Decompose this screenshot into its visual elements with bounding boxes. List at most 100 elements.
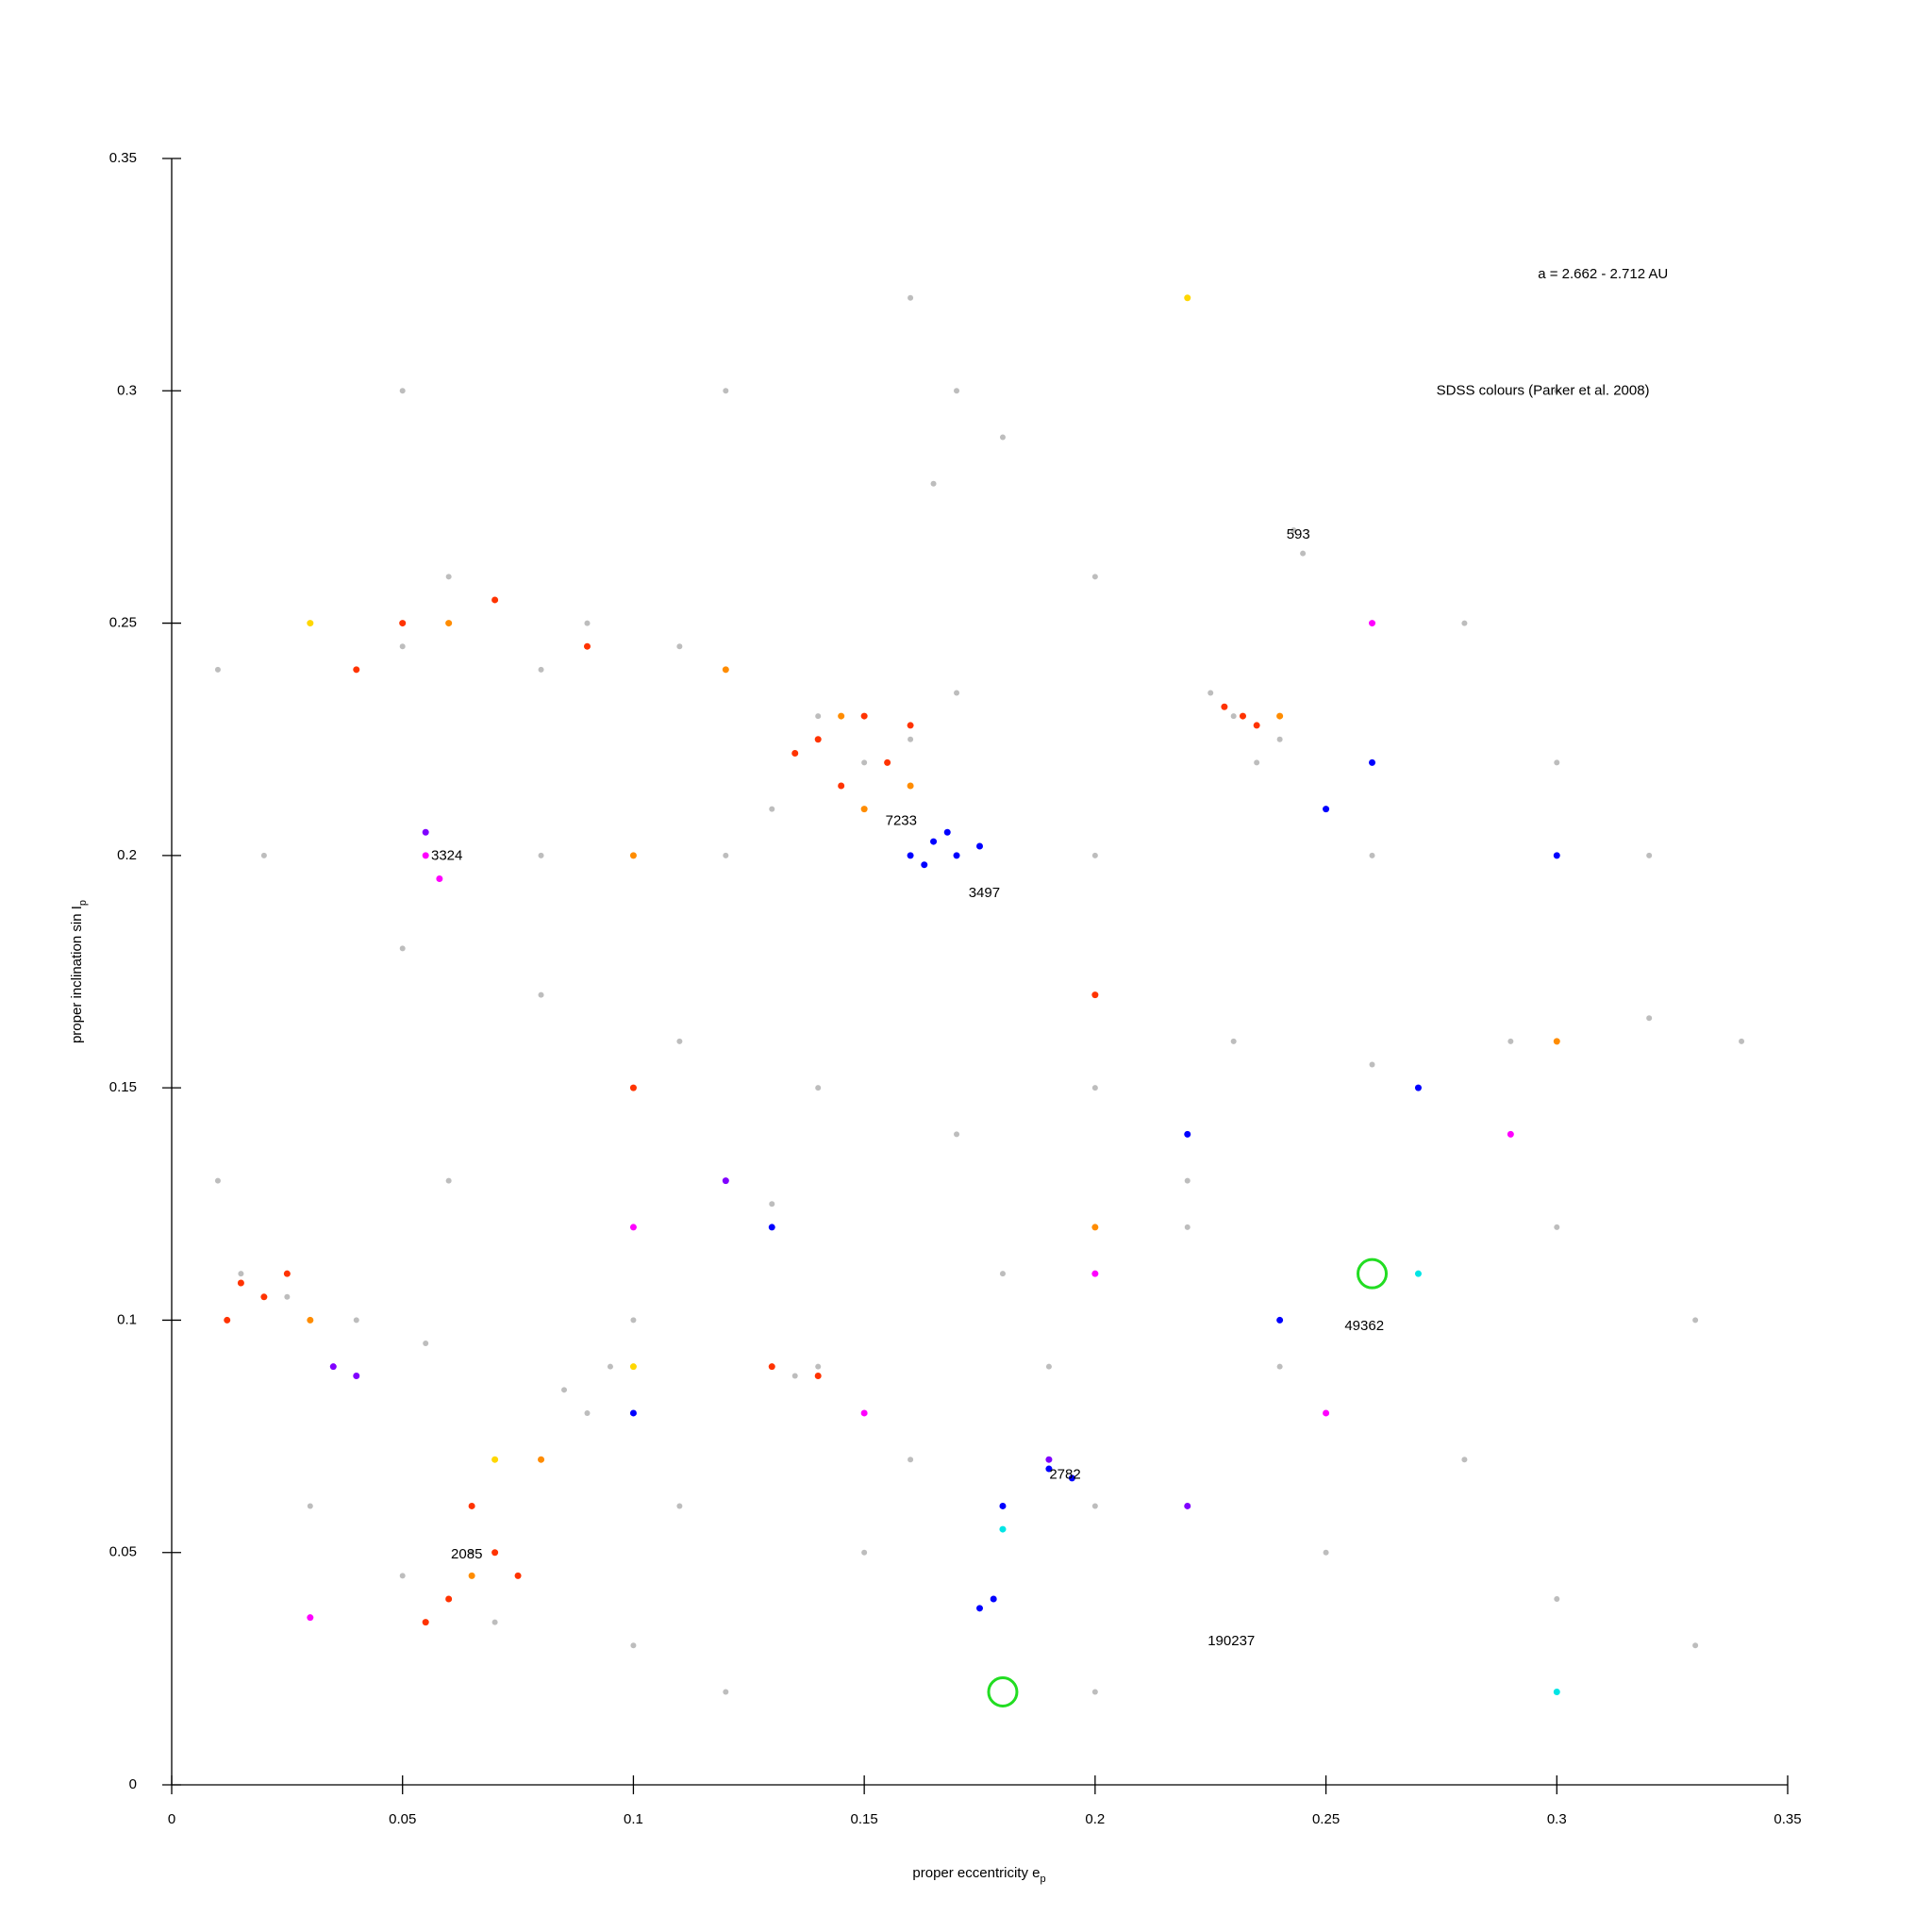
point	[1414, 1270, 1422, 1277]
point	[491, 1549, 499, 1557]
point	[1276, 1316, 1284, 1324]
point	[1323, 1409, 1330, 1417]
y-tick-label: 0.3	[117, 382, 137, 398]
point	[1276, 712, 1284, 720]
point	[630, 1317, 637, 1324]
point	[999, 1271, 1006, 1277]
point	[1091, 574, 1098, 580]
y-axis-title: proper inclination sin Ip	[69, 900, 89, 1043]
point	[629, 852, 637, 859]
point	[907, 722, 914, 729]
point	[445, 620, 453, 627]
annotation: 49362	[1344, 1318, 1384, 1334]
point	[791, 1373, 798, 1379]
point	[629, 1224, 637, 1231]
point	[1091, 1085, 1098, 1091]
highlight-ring	[1357, 1257, 1389, 1290]
y-tick-label: 0.25	[109, 615, 137, 631]
point	[538, 666, 544, 673]
point	[399, 620, 407, 627]
point	[538, 1456, 545, 1463]
y-axis-title-sub: p	[77, 900, 89, 906]
annotation: SDSS colours (Parker et al. 2008)	[1437, 382, 1650, 398]
point	[399, 945, 406, 952]
point	[307, 620, 314, 627]
point	[907, 782, 914, 790]
point	[954, 388, 960, 394]
point	[445, 1177, 452, 1184]
point	[907, 852, 914, 859]
point	[722, 1177, 729, 1185]
annotation: 2085	[451, 1546, 482, 1562]
point	[561, 1387, 568, 1393]
point	[791, 749, 799, 757]
point	[238, 1271, 244, 1277]
point	[1091, 1270, 1099, 1277]
point	[307, 1614, 314, 1622]
point	[399, 388, 406, 394]
point	[491, 596, 499, 604]
point	[353, 1373, 360, 1380]
point	[1369, 620, 1376, 627]
point	[1554, 759, 1560, 766]
point	[815, 1085, 822, 1091]
x-tick-label: 0.3	[1547, 1811, 1567, 1827]
point	[538, 991, 544, 998]
annotation: 2782	[1049, 1466, 1080, 1482]
point	[976, 1605, 983, 1612]
point	[583, 642, 591, 650]
point	[1091, 991, 1099, 999]
point	[1369, 1061, 1375, 1068]
y-axis-title-main: proper inclination sin I	[69, 906, 85, 1043]
point	[491, 1619, 498, 1625]
x-tick-label: 0.35	[1774, 1811, 1801, 1827]
point	[1461, 620, 1468, 626]
point	[422, 852, 429, 859]
point	[1553, 1038, 1560, 1045]
point	[514, 1572, 522, 1579]
point	[814, 1373, 822, 1380]
point	[1184, 294, 1191, 302]
point	[954, 1131, 960, 1138]
y-tick-label: 0.05	[109, 1544, 137, 1560]
point	[445, 1595, 453, 1603]
point	[723, 388, 729, 394]
point	[1045, 1465, 1053, 1473]
point	[990, 1595, 997, 1603]
point	[723, 1689, 729, 1695]
point	[1507, 1130, 1514, 1138]
point	[1507, 1038, 1514, 1044]
point	[1553, 852, 1560, 859]
point	[954, 690, 960, 696]
point	[1221, 703, 1228, 710]
point	[491, 1456, 499, 1463]
point	[999, 434, 1006, 441]
x-axis-title-main: proper eccentricity e	[912, 1865, 1040, 1881]
point	[1091, 1689, 1098, 1695]
point	[1184, 1224, 1191, 1230]
point	[1646, 1015, 1653, 1022]
point	[399, 1573, 406, 1579]
point	[1323, 1549, 1329, 1556]
point	[607, 1363, 613, 1370]
point	[1045, 1456, 1053, 1463]
y-tick-label: 0.2	[117, 847, 137, 863]
point	[423, 1341, 429, 1347]
point	[676, 1503, 683, 1509]
point	[1739, 1038, 1745, 1044]
point	[1068, 1474, 1075, 1482]
point	[1554, 1595, 1560, 1602]
x-tick-label: 0.25	[1312, 1811, 1340, 1827]
point	[860, 806, 868, 813]
x-tick-label: 0.2	[1085, 1811, 1105, 1827]
point	[768, 1224, 775, 1231]
point	[861, 759, 868, 766]
point	[1461, 1457, 1468, 1463]
point	[260, 852, 267, 858]
point	[1091, 1224, 1099, 1231]
point	[722, 666, 729, 674]
point	[422, 828, 429, 836]
annotation: 190237	[1208, 1633, 1255, 1649]
point	[930, 838, 938, 845]
